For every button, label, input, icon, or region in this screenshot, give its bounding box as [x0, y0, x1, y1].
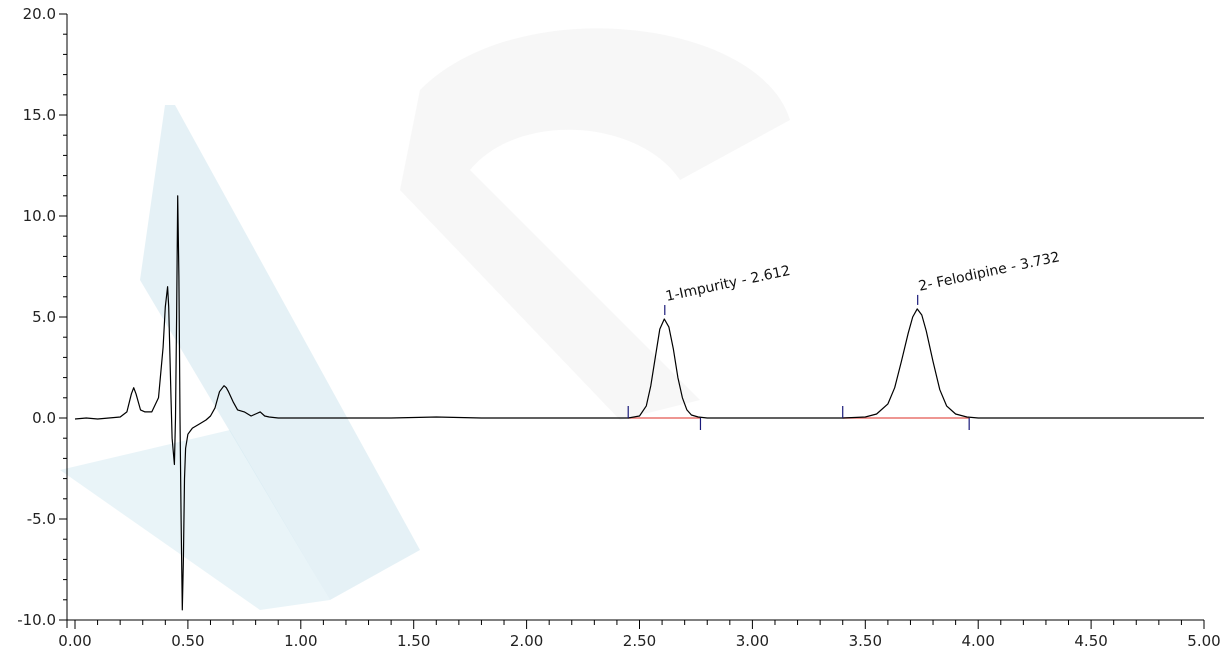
watermark-stroke	[140, 105, 420, 600]
axes: 0.00 0.50 1.00 1.50 2.00 2.50 3.00 3.50 4.00 4.50…	[17, 5, 1221, 650]
peak-labels: 1-Impurity - 2.612 2- Felodipine - 3.732	[664, 249, 1061, 305]
watermark-stroke	[400, 28, 790, 420]
x-tick-label: 1.50	[397, 632, 430, 650]
y-tick-label: 0.0	[32, 409, 56, 427]
peak-label: 1-Impurity - 2.612	[664, 263, 791, 305]
x-tick-label: 0.50	[171, 632, 204, 650]
y-tick-label: 20.0	[23, 5, 56, 23]
x-tick-label: 3.50	[849, 632, 882, 650]
peak-markers	[627, 294, 970, 430]
y-tick-label: 15.0	[23, 106, 56, 124]
x-tick-label: 2.50	[623, 632, 656, 650]
x-tick-label: 5.00	[1187, 632, 1220, 650]
x-tick-label: 1.00	[284, 632, 317, 650]
y-tick-label: -10.0	[17, 611, 56, 629]
y-tick-label: 5.0	[32, 308, 56, 326]
x-tick-label: 4.00	[961, 632, 994, 650]
x-tick-label: 4.50	[1074, 632, 1107, 650]
y-tick-label: -5.0	[27, 510, 56, 528]
watermark-stroke	[60, 430, 330, 610]
series-line	[74, 195, 1204, 611]
series-group	[74, 195, 1204, 611]
peak-label: 2- Felodipine - 3.732	[917, 249, 1061, 295]
x-tick-label: 0.00	[58, 632, 91, 650]
y-tick-label: 10.0	[23, 207, 56, 225]
x-tick-label: 2.00	[510, 632, 543, 650]
x-tick-label: 3.00	[736, 632, 769, 650]
watermark-logo	[60, 28, 790, 610]
